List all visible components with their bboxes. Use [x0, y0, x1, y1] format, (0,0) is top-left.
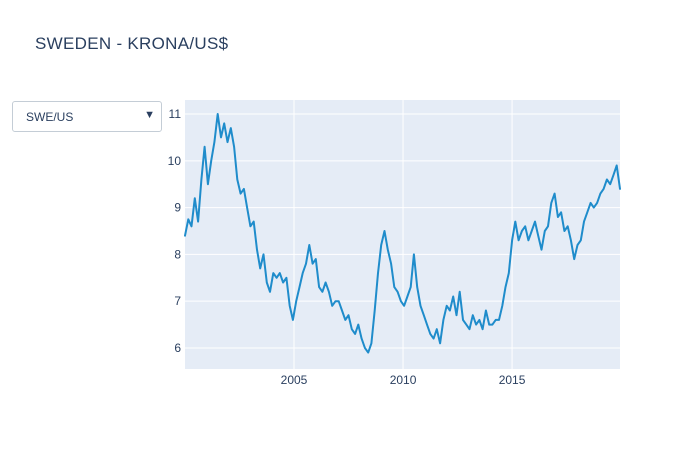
chart-title: SWEDEN - KRONA/US$	[35, 34, 229, 53]
series-dropdown[interactable]: SWE/US ▼	[12, 101, 162, 132]
x-tick-label: 2010	[390, 373, 417, 387]
y-tick-label: 7	[174, 294, 181, 308]
triangle-down-icon: ▼	[144, 109, 155, 121]
x-tick-label: 2005	[281, 373, 308, 387]
y-tick-label: 8	[174, 247, 181, 261]
plot-background	[185, 100, 620, 369]
y-tick-label: 11	[169, 107, 182, 121]
series-line	[184, 113, 621, 354]
x-tick-label: 2015	[499, 373, 526, 387]
dropdown-selected-value: SWE/US	[26, 110, 74, 124]
y-tick-label: 10	[168, 154, 182, 168]
y-tick-label: 9	[174, 201, 181, 215]
y-tick-label: 6	[174, 341, 181, 355]
